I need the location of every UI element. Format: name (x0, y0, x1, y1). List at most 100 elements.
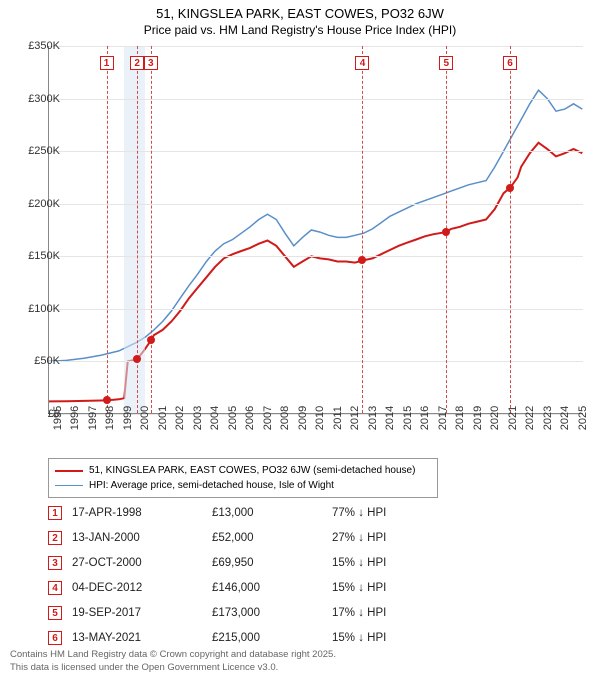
title-block: 51, KINGSLEA PARK, EAST COWES, PO32 6JW … (0, 0, 600, 37)
sale-date: 17-APR-1998 (72, 507, 202, 519)
x-axis-label: 2007 (262, 406, 274, 430)
sale-point-dot (442, 228, 450, 236)
table-row: 3 27-OCT-2000 £69,950 15% ↓ HPI (48, 550, 548, 575)
sale-marker-line (107, 46, 108, 413)
table-marker-box: 5 (48, 606, 62, 620)
table-marker-box: 3 (48, 556, 62, 570)
y-axis-label: £50K (34, 355, 60, 367)
x-axis-label: 2014 (384, 406, 396, 430)
sale-point-dot (147, 336, 155, 344)
sale-marker-box: 6 (503, 56, 517, 70)
gridline (49, 151, 583, 152)
x-axis-label: 2001 (157, 406, 169, 430)
y-axis-label: £300K (28, 93, 60, 105)
table-marker-box: 2 (48, 531, 62, 545)
y-axis-label: £200K (28, 198, 60, 210)
sale-date: 13-JAN-2000 (72, 532, 202, 544)
y-axis-label: £350K (28, 40, 60, 52)
page-title: 51, KINGSLEA PARK, EAST COWES, PO32 6JW (0, 6, 600, 21)
x-axis-label: 2020 (489, 406, 501, 430)
sale-point-dot (506, 184, 514, 192)
x-axis-label: 1998 (104, 406, 116, 430)
table-row: 5 19-SEP-2017 £173,000 17% ↓ HPI (48, 600, 548, 625)
gridline (49, 46, 583, 47)
gridline (49, 361, 583, 362)
sale-price: £215,000 (212, 632, 322, 644)
sale-pct-vs-hpi: 15% ↓ HPI (332, 557, 452, 569)
table-row: 2 13-JAN-2000 £52,000 27% ↓ HPI (48, 525, 548, 550)
sale-marker-box: 4 (355, 56, 369, 70)
sale-marker-line (510, 46, 511, 413)
x-axis-label: 2023 (542, 406, 554, 430)
legend-swatch (55, 470, 83, 472)
sale-point-dot (358, 256, 366, 264)
gridline (49, 99, 583, 100)
sale-marker-box: 5 (439, 56, 453, 70)
sale-pct-vs-hpi: 17% ↓ HPI (332, 607, 452, 619)
x-axis-label: 2002 (174, 406, 186, 430)
legend-label: HPI: Average price, semi-detached house,… (89, 478, 334, 493)
x-axis-label: 2009 (297, 406, 309, 430)
sale-point-dot (103, 396, 111, 404)
chart-container: 51, KINGSLEA PARK, EAST COWES, PO32 6JW … (0, 0, 600, 680)
legend-swatch (55, 485, 83, 486)
sale-date: 19-SEP-2017 (72, 607, 202, 619)
footer-line-1: Contains HM Land Registry data © Crown c… (10, 649, 336, 661)
legend-label: 51, KINGSLEA PARK, EAST COWES, PO32 6JW … (89, 463, 415, 478)
legend-box: 51, KINGSLEA PARK, EAST COWES, PO32 6JW … (48, 458, 438, 498)
sale-price: £13,000 (212, 507, 322, 519)
sale-price: £173,000 (212, 607, 322, 619)
x-axis-label: 2006 (244, 406, 256, 430)
sale-date: 27-OCT-2000 (72, 557, 202, 569)
sale-date: 13-MAY-2021 (72, 632, 202, 644)
sale-point-dot (133, 355, 141, 363)
sale-pct-vs-hpi: 15% ↓ HPI (332, 632, 452, 644)
gridline (49, 309, 583, 310)
table-row: 6 13-MAY-2021 £215,000 15% ↓ HPI (48, 625, 548, 650)
x-axis-label: 2017 (437, 406, 449, 430)
x-axis-label: 1995 (52, 406, 64, 430)
x-axis-label: 2024 (559, 406, 571, 430)
attribution-footer: Contains HM Land Registry data © Crown c… (10, 649, 336, 674)
x-axis-label: 2013 (367, 406, 379, 430)
x-axis-label: 2022 (524, 406, 536, 430)
sale-marker-box: 3 (144, 56, 158, 70)
sale-marker-box: 1 (100, 56, 114, 70)
sale-marker-box: 2 (130, 56, 144, 70)
x-axis-label: 2025 (577, 406, 589, 430)
x-axis-label: 2010 (314, 406, 326, 430)
table-row: 404-DEC-2012£146,00015% ↓ HPI (48, 575, 548, 600)
x-axis-label: 2016 (419, 406, 431, 430)
footer-line-2: This data is licensed under the Open Gov… (10, 662, 336, 674)
sale-pct-vs-hpi: 77% ↓ HPI (332, 507, 452, 519)
x-axis-label: 1996 (69, 406, 81, 430)
x-axis-label: 2018 (454, 406, 466, 430)
sale-marker-line (362, 46, 363, 413)
chart-plot-area: 123456 (48, 46, 583, 414)
x-axis-label: 2019 (472, 406, 484, 430)
x-axis-label: 2011 (332, 406, 344, 430)
x-axis-label: 1997 (87, 406, 99, 430)
x-axis-label: 1999 (122, 406, 134, 430)
x-axis-label: 2021 (507, 406, 519, 430)
table-marker-box: 6 (48, 631, 62, 645)
x-axis-label: 2015 (402, 406, 414, 430)
y-axis-label: £150K (28, 250, 60, 262)
gridline (49, 256, 583, 257)
legend-item: 51, KINGSLEA PARK, EAST COWES, PO32 6JW … (55, 463, 431, 478)
sales-table: 1 17-APR-1998 £13,000 77% ↓ HPI 2 13-JAN-2000… (48, 500, 548, 650)
y-axis-label: £100K (28, 303, 60, 315)
sale-price: £52,000 (212, 532, 322, 544)
legend-item: HPI: Average price, semi-detached house,… (55, 478, 431, 493)
sale-marker-line (151, 46, 152, 413)
sale-price: £146,000 (212, 582, 322, 594)
x-axis-label: 2012 (349, 406, 361, 430)
table-row: 1 17-APR-1998 £13,000 77% ↓ HPI (48, 500, 548, 525)
table-marker-box: 4 (48, 581, 62, 595)
table-marker-box: 1 (48, 506, 62, 520)
sale-price: £69,950 (212, 557, 322, 569)
x-axis-label: 2005 (227, 406, 239, 430)
sale-pct-vs-hpi: 27% ↓ HPI (332, 532, 452, 544)
sale-pct-vs-hpi: 15% ↓ HPI (332, 582, 452, 594)
gridline (49, 204, 583, 205)
